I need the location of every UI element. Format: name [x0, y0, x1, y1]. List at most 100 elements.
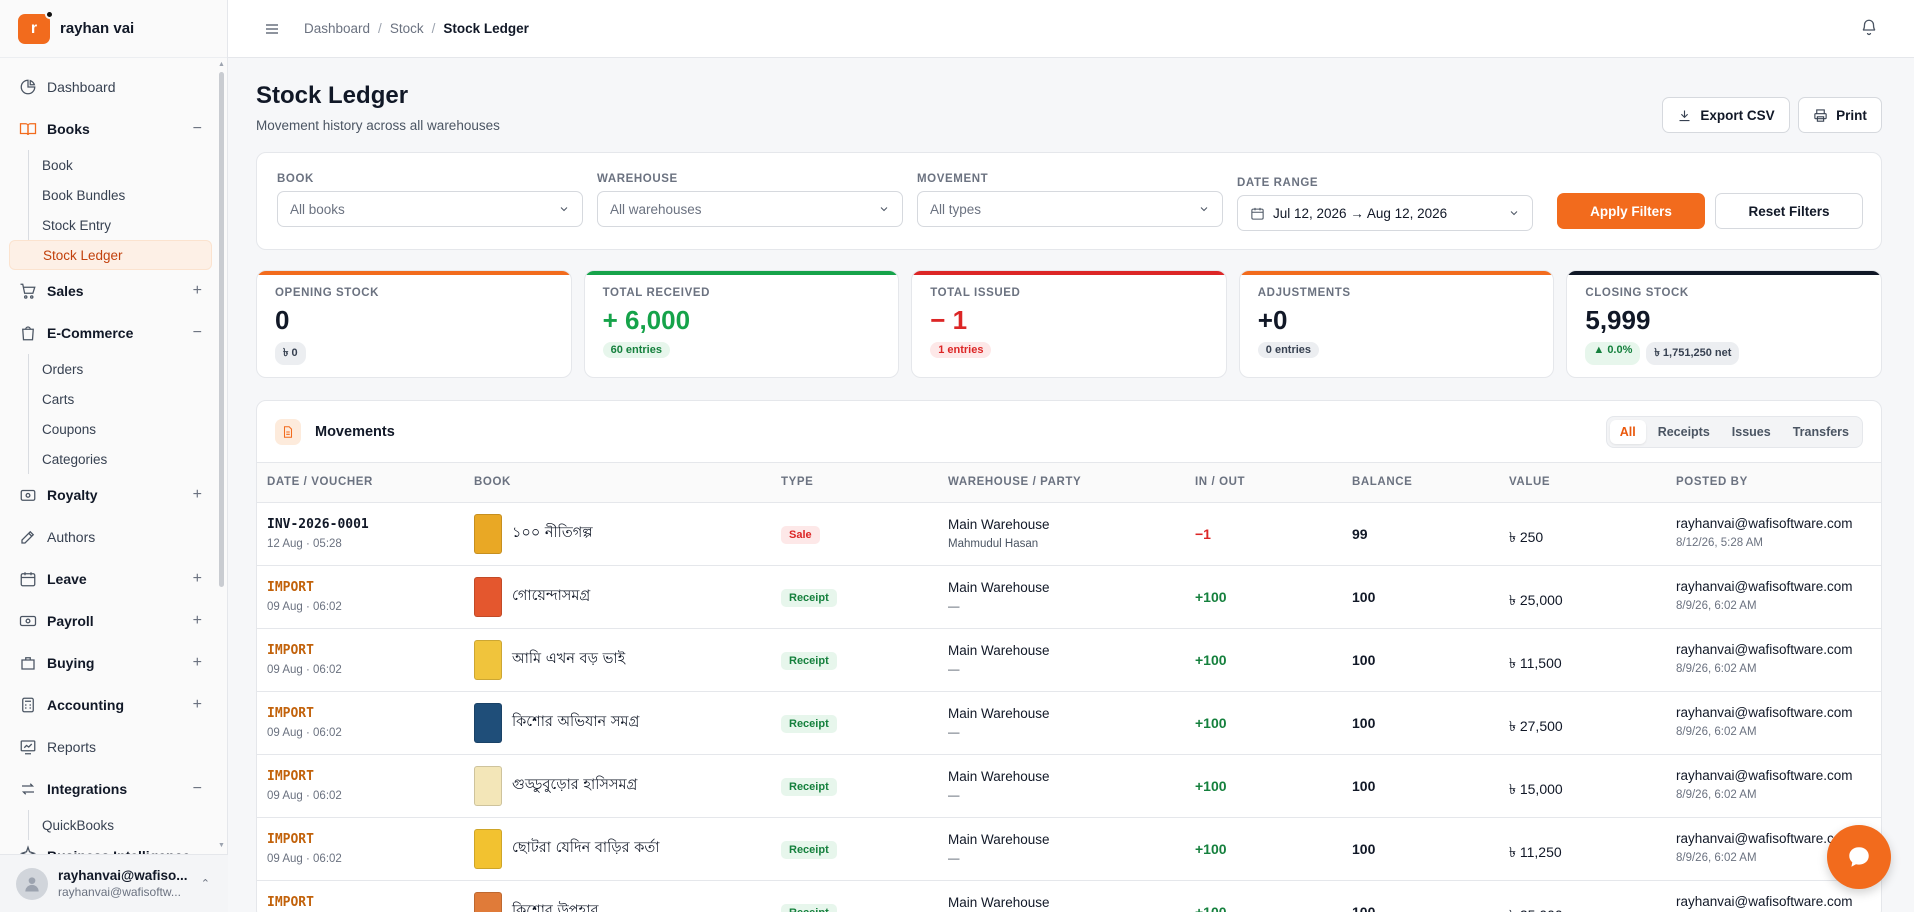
party-name: —: [948, 853, 960, 865]
book-title[interactable]: কিশোর অভিযান সমগ্র: [512, 714, 640, 730]
voucher-id[interactable]: IMPORT: [267, 832, 314, 847]
sidebar-subitem-stock-entry[interactable]: Stock Entry: [42, 217, 112, 233]
table-row[interactable]: IMPORT 09 Aug · 06:02 গুড্ডুবুড়োর হাসিসমগ…: [257, 755, 1881, 818]
tab-issues[interactable]: Issues: [1731, 425, 1771, 439]
table-row[interactable]: IMPORT 09 Aug · 06:02 গোয়েন্দাসমগ্র Receip…: [257, 566, 1881, 629]
book-title[interactable]: ১০০ নীতিগল্প: [512, 525, 593, 541]
bell-icon[interactable]: [1860, 18, 1878, 39]
sidebar-item-payroll[interactable]: Payroll +: [0, 600, 216, 642]
column-header[interactable]: TYPE: [781, 476, 814, 488]
book-open-icon: [18, 119, 38, 139]
voucher-id[interactable]: IMPORT: [267, 706, 314, 721]
sidebar-subitem-orders[interactable]: Orders: [42, 361, 84, 377]
chat-bubble-icon: [1849, 847, 1869, 867]
warehouse-name: Main Warehouse: [948, 832, 1050, 847]
movement-select[interactable]: All types: [917, 191, 1223, 227]
column-header[interactable]: WAREHOUSE / PARTY: [948, 476, 1082, 488]
expand-icon[interactable]: +: [192, 282, 202, 299]
sidebar-item-accounting[interactable]: Accounting +: [0, 684, 216, 726]
collapse-icon[interactable]: −: [192, 120, 202, 137]
tab-all[interactable]: All: [1609, 420, 1646, 444]
sidebar-subitem-stock-ledger[interactable]: Stock Ledger: [9, 240, 212, 270]
voucher-id[interactable]: IMPORT: [267, 895, 314, 910]
sidebar-item-buying[interactable]: Buying +: [0, 642, 216, 684]
sidebar-item-authors[interactable]: Authors: [0, 516, 216, 558]
sidebar-item-books[interactable]: Books −: [0, 108, 216, 150]
in-out-qty: +100: [1195, 715, 1227, 731]
hamburger-menu-icon[interactable]: [264, 19, 284, 39]
sidebar-subitem-categories[interactable]: Categories: [42, 451, 108, 467]
table-row[interactable]: IMPORT 09 Aug · 06:02 কিশোর অভিযান সমগ্র Re…: [257, 692, 1881, 755]
sidebar-item-integrations[interactable]: Integrations −: [0, 768, 216, 810]
table-row[interactable]: IMPORT 09 Aug · 06:02 ছোটরা যেদিন বাড়ির ক…: [257, 818, 1881, 881]
export-csv-button[interactable]: Export CSV: [1662, 97, 1790, 133]
voucher-id[interactable]: IMPORT: [267, 580, 314, 595]
chevron-down-icon: [1508, 207, 1520, 219]
collapse-icon[interactable]: −: [192, 780, 202, 797]
sidebar-scroll-thumb[interactable]: [219, 72, 224, 587]
apply-filters-button[interactable]: Apply Filters: [1557, 193, 1705, 229]
print-button[interactable]: Print: [1798, 97, 1882, 133]
expand-icon[interactable]: +: [192, 696, 202, 713]
column-header[interactable]: POSTED BY: [1676, 476, 1748, 488]
sidebar-subitem-book[interactable]: Book: [42, 157, 73, 173]
voucher-id[interactable]: IMPORT: [267, 769, 314, 784]
tab-transfers[interactable]: Transfers: [1792, 425, 1849, 439]
warehouse-name: Main Warehouse: [948, 643, 1050, 658]
table-row[interactable]: INV-2026-0001 12 Aug · 05:28 ১০০ নীতিগল্প S…: [257, 503, 1881, 566]
expand-icon[interactable]: +: [192, 612, 202, 629]
sidebar-subitem-carts[interactable]: Carts: [42, 391, 75, 407]
sidebar-subitem-book-bundles[interactable]: Book Bundles: [42, 187, 126, 203]
scroll-up-icon[interactable]: ▲: [218, 61, 225, 68]
sidebar-item-leave[interactable]: Leave +: [0, 558, 216, 600]
scroll-down-icon[interactable]: ▼: [218, 842, 225, 849]
book-title[interactable]: গুড্ডুবুড়োর হাসিসমগ্র: [512, 777, 638, 793]
expand-icon[interactable]: +: [192, 486, 202, 503]
book-select[interactable]: All books: [277, 191, 583, 227]
book-title[interactable]: গোয়েন্দাসমগ্র: [512, 588, 591, 604]
date-range-picker[interactable]: Jul 12, 2026 → Aug 12, 2026: [1237, 195, 1533, 231]
column-header[interactable]: BALANCE: [1352, 476, 1413, 488]
expand-icon[interactable]: +: [192, 654, 202, 671]
sidebar-item-label: Sales: [47, 283, 84, 299]
sidebar-item-reports[interactable]: Reports: [0, 726, 216, 768]
sidebar-item-sales[interactable]: Sales +: [0, 270, 216, 312]
column-header[interactable]: BOOK: [474, 476, 511, 488]
sidebar-item-label: Books: [47, 121, 90, 137]
column-header[interactable]: VALUE: [1509, 476, 1551, 488]
balance-qty: 100: [1352, 778, 1376, 794]
breadcrumb-dashboard[interactable]: Dashboard: [304, 21, 371, 36]
collapse-icon[interactable]: −: [192, 324, 202, 341]
card-pill: 1 entries: [930, 342, 992, 358]
warehouse-select[interactable]: All warehouses: [597, 191, 903, 227]
voucher-id[interactable]: IMPORT: [267, 643, 314, 658]
value-amount: ৳ 15,000: [1509, 781, 1563, 797]
voucher-id[interactable]: INV-2026-0001: [267, 517, 369, 532]
card-accent-bar: [912, 271, 1226, 275]
book-title[interactable]: কিশোর উপহার: [512, 903, 599, 912]
sidebar-subitem-coupons[interactable]: Coupons: [42, 421, 97, 437]
table-row[interactable]: IMPORT 09 Aug · 06:02 আমি এখন বড় ভাই Recei…: [257, 629, 1881, 692]
brand[interactable]: r rayhan vai: [0, 0, 227, 58]
column-header[interactable]: DATE / VOUCHER: [267, 476, 373, 488]
sidebar-item-ecommerce[interactable]: E-Commerce −: [0, 312, 216, 354]
sidebar-subitem-quickbooks[interactable]: QuickBooks: [42, 817, 115, 833]
sidebar-item-dashboard[interactable]: Dashboard: [0, 66, 216, 108]
reset-filters-button[interactable]: Reset Filters: [1715, 193, 1863, 229]
chevron-up-icon[interactable]: ⌃: [200, 878, 210, 890]
user-menu[interactable]: rayhanvai@wafiso... rayhanvai@wafisoftw.…: [0, 854, 228, 912]
tab-receipts[interactable]: Receipts: [1657, 425, 1710, 439]
book-title[interactable]: ছোটরা যেদিন বাড়ির কর্তা: [512, 840, 660, 856]
chat-button[interactable]: [1827, 825, 1891, 889]
party-name: —: [948, 790, 960, 802]
card-value: 0: [275, 305, 290, 335]
book-title[interactable]: আমি এখন বড় ভাই: [512, 651, 626, 667]
posted-date: 8/12/26, 5:28 AM: [1676, 537, 1763, 549]
breadcrumb-stock[interactable]: Stock: [389, 21, 424, 36]
card-label: OPENING STOCK: [275, 287, 380, 299]
column-header[interactable]: IN / OUT: [1195, 476, 1246, 488]
expand-icon[interactable]: +: [192, 570, 202, 587]
sidebar-item-royalty[interactable]: Royalty +: [0, 474, 216, 516]
type-badge: Sale: [781, 526, 820, 544]
